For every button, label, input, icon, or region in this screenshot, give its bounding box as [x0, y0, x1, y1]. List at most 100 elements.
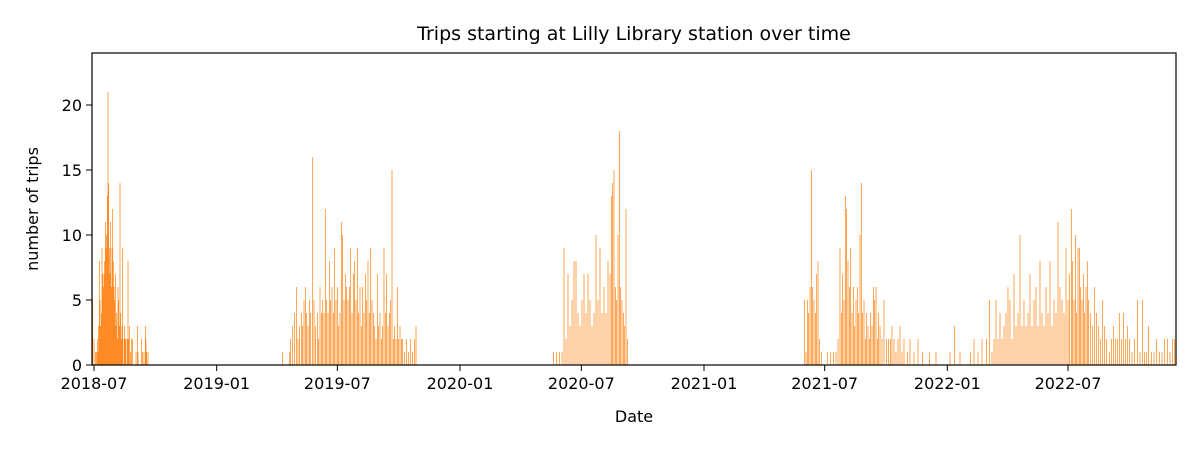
bar-2022-10-24	[1144, 352, 1146, 365]
bar-2019-06-19	[328, 261, 330, 365]
bar-2021-08-23	[859, 235, 861, 365]
bar-2022-06-10	[1053, 300, 1055, 365]
bar-2018-08-20	[126, 339, 128, 365]
bar-2021-10-25	[901, 352, 903, 365]
bar-2021-09-06	[868, 339, 870, 365]
bar-2019-07-21	[350, 248, 352, 365]
bar-2020-08-19	[613, 170, 615, 365]
bar-2021-08-21	[858, 313, 860, 365]
bar-2019-09-25	[394, 326, 396, 365]
bar-2022-09-07	[1112, 326, 1114, 365]
bar-2020-08-21	[614, 287, 616, 365]
bar-2021-11-18	[917, 339, 919, 365]
bar-2022-08-28	[1106, 339, 1108, 365]
bar-2020-06-23	[575, 261, 577, 365]
bar-2021-09-12	[872, 287, 874, 365]
bar-2018-08-23	[128, 326, 130, 365]
bar-2019-09-15	[387, 326, 389, 365]
bar-2022-09-19	[1120, 339, 1122, 365]
bar-2020-06-29	[579, 326, 581, 365]
bar-2019-07-11	[343, 300, 345, 365]
bar-2021-10-19	[897, 339, 899, 365]
x-tick-label-2019-01: 2019-01	[183, 374, 250, 393]
bar-2018-08-25	[130, 352, 132, 365]
bar-2022-05-11	[1033, 300, 1035, 365]
bar-2022-03-30	[1005, 313, 1007, 365]
bar-2022-05-02	[1027, 313, 1029, 365]
bar-2022-08-10	[1094, 287, 1096, 365]
bar-2022-06-28	[1065, 248, 1067, 365]
bar-2021-11-25	[922, 352, 924, 365]
bar-2019-08-24	[372, 313, 374, 365]
bar-2018-07-09	[98, 261, 100, 365]
bar-2021-08-01	[844, 196, 846, 365]
bar-2020-06-14	[569, 326, 571, 365]
bar-2021-08-15	[854, 326, 856, 365]
bar-2021-07-10	[830, 352, 832, 365]
bar-2018-07-18	[104, 222, 106, 365]
bar-2020-08-13	[609, 274, 611, 365]
bar-2022-06-16	[1057, 222, 1059, 365]
bar-2022-07-30	[1086, 261, 1088, 365]
bar-2022-07-26	[1084, 313, 1086, 365]
bar-2018-07-22	[107, 92, 109, 365]
bar-2021-06-23	[818, 339, 820, 365]
bar-2019-07-13	[344, 274, 346, 365]
bar-2021-08-05	[847, 261, 849, 365]
bar-2022-10-09	[1134, 339, 1136, 365]
bar-2022-03-09	[991, 352, 993, 365]
plot-frame	[91, 52, 1177, 366]
bar-2019-05-12	[303, 300, 305, 365]
bar-2020-07-29	[599, 248, 601, 365]
bar-2021-08-19	[856, 287, 858, 365]
bar-2018-08-07	[118, 300, 120, 365]
bar-2019-06-29	[335, 300, 337, 365]
x-axis-ticks: 2018-07 2019-01 2019-07 2020-01 2020-07 2021-…	[61, 365, 1101, 393]
bar-2018-09-16	[144, 326, 146, 365]
bar-2022-09-22	[1122, 313, 1124, 365]
bar-2019-05-27	[313, 300, 315, 365]
bar-2019-09-11	[384, 313, 386, 365]
bar-2020-08-07	[605, 313, 607, 365]
bar-2022-07-22	[1081, 300, 1083, 365]
bar-2021-09-22	[879, 326, 881, 365]
bar-2022-10-21	[1142, 300, 1144, 365]
bar-2019-08-22	[371, 300, 373, 365]
bar-2022-05-05	[1029, 274, 1031, 365]
bar-2018-08-10	[120, 313, 122, 365]
bar-2019-07-15	[346, 287, 348, 365]
bar-2021-10-02	[886, 339, 888, 365]
bar-2018-07-07	[97, 352, 99, 365]
bar-2022-09-04	[1110, 339, 1112, 365]
bar-2022-01-05	[949, 352, 951, 365]
bar-2019-08-16	[367, 261, 369, 365]
bar-2019-07-25	[352, 274, 354, 365]
bar-2022-07-01	[1067, 300, 1069, 365]
bar-2022-05-29	[1045, 287, 1047, 365]
bar-2019-09-09	[383, 248, 385, 365]
bar-2019-07-17	[347, 300, 349, 365]
bar-2021-07-05	[826, 352, 828, 365]
bar-2019-07-03	[338, 326, 340, 365]
bar-2019-06-15	[326, 300, 328, 365]
x-tick-label-2019-07: 2019-07	[304, 374, 371, 393]
bar-2018-09-12	[142, 352, 144, 365]
bar-2018-08-26	[130, 339, 132, 365]
bar-2020-06-08	[565, 339, 567, 365]
bar-2018-08-04	[116, 313, 118, 365]
y-tick-label-5: 5	[72, 291, 82, 310]
bar-2020-09-08	[626, 339, 628, 365]
bar-2022-04-11	[1013, 274, 1015, 365]
bar-2019-06-01	[316, 313, 318, 365]
bar-2018-09-17	[145, 339, 147, 365]
bar-2018-07-27	[110, 287, 112, 365]
bar-2020-07-14	[589, 300, 591, 365]
bar-2021-08-25	[860, 183, 862, 365]
bar-2021-07-24	[839, 248, 841, 365]
bar-2019-06-17	[327, 313, 329, 365]
bar-2021-06-21	[817, 261, 819, 365]
bar-2021-06-03	[805, 352, 807, 365]
bar-2022-10-17	[1139, 352, 1141, 365]
bar-2022-07-24	[1082, 274, 1084, 365]
bar-2021-10-13	[893, 339, 895, 365]
